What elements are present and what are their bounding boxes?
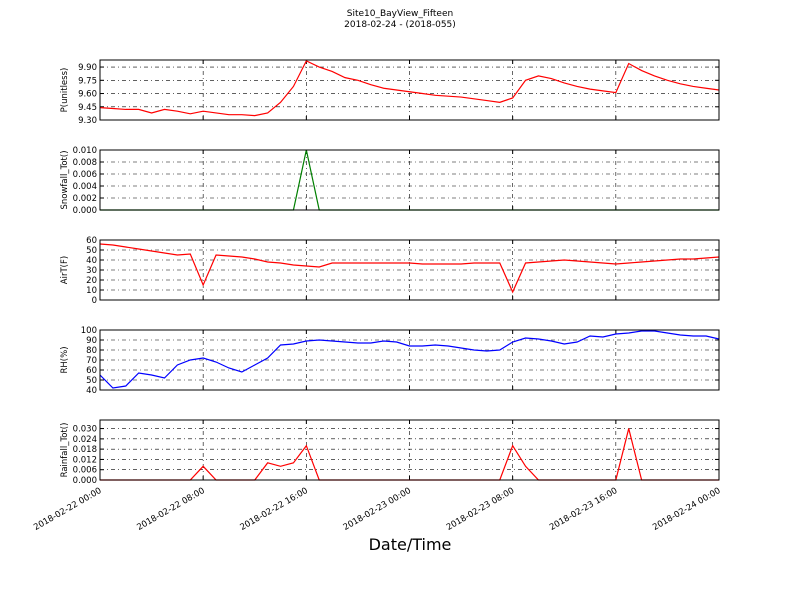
data-line [99, 243, 720, 294]
y-tick-label: 0.010 [73, 146, 97, 156]
y-tick-label: 30 [86, 266, 97, 276]
figure-title: Site10_BayView_Fifteen [347, 9, 453, 19]
y-tick-label: 0.024 [73, 435, 97, 445]
y-tick-label: 10 [86, 286, 97, 296]
y-tick-label: 0.000 [73, 476, 97, 486]
y-tick-label: 0.006 [73, 466, 97, 476]
y-tick-label: 70 [86, 356, 97, 366]
y-tick-label: 80 [86, 346, 97, 356]
y-tick-label: 0.006 [73, 170, 97, 180]
x-tick-label: 2018-02-22 16:00 [238, 486, 309, 533]
plot-frame [99, 239, 720, 301]
y-tick-label: 0.012 [73, 455, 97, 465]
y-tick-label: 0 [92, 296, 97, 306]
y-axis-label: AirT(F) [60, 256, 70, 284]
plot-frame [99, 329, 720, 391]
y-tick-label: 9.30 [78, 116, 97, 126]
y-tick-label: 9.45 [78, 103, 97, 113]
y-tick-label: 0.030 [73, 425, 97, 435]
x-tick-label: 2018-02-23 08:00 [445, 486, 516, 533]
x-tick-label: 2018-02-23 16:00 [548, 486, 619, 533]
y-tick-label: 9.90 [78, 63, 97, 73]
y-tick-label: 0.002 [73, 194, 97, 204]
y-tick-label: 50 [86, 246, 97, 256]
y-axis-label: P(unitless) [60, 68, 70, 113]
y-tick-label: 50 [86, 376, 97, 386]
figure-subtitle: 2018-02-24 - (2018-055) [344, 20, 456, 30]
plot-frame [99, 419, 720, 481]
y-axis-label: Rainfall_Tot() [60, 423, 70, 478]
data-line [99, 60, 720, 117]
y-tick-label: 0.000 [73, 206, 97, 216]
y-tick-label: 0.018 [73, 445, 97, 455]
y-tick-label: 20 [86, 276, 97, 286]
y-tick-label: 9.75 [78, 76, 97, 86]
x-axis-label: Date/Time [369, 535, 452, 554]
x-tick-label: 2018-02-23 00:00 [342, 486, 413, 533]
x-tick-label: 2018-02-22 00:00 [32, 486, 103, 533]
y-tick-label: 40 [86, 256, 97, 266]
y-tick-label: 9.60 [78, 90, 97, 100]
y-tick-label: 100 [81, 326, 97, 336]
x-tick-label: 2018-02-24 00:00 [651, 486, 722, 533]
y-tick-label: 40 [86, 386, 97, 396]
y-axis-label: RH(%) [60, 346, 70, 373]
y-tick-label: 60 [86, 366, 97, 376]
plot-frame [99, 59, 720, 121]
y-tick-label: 0.008 [73, 158, 97, 168]
y-tick-label: 0.004 [73, 182, 97, 192]
y-axis-label: Snowfall_Tot() [60, 150, 70, 209]
x-tick-label: 2018-02-22 08:00 [135, 486, 206, 533]
plot-frame [99, 149, 720, 211]
data-line [99, 330, 720, 389]
y-tick-label: 90 [86, 336, 97, 346]
y-tick-label: 60 [86, 236, 97, 246]
